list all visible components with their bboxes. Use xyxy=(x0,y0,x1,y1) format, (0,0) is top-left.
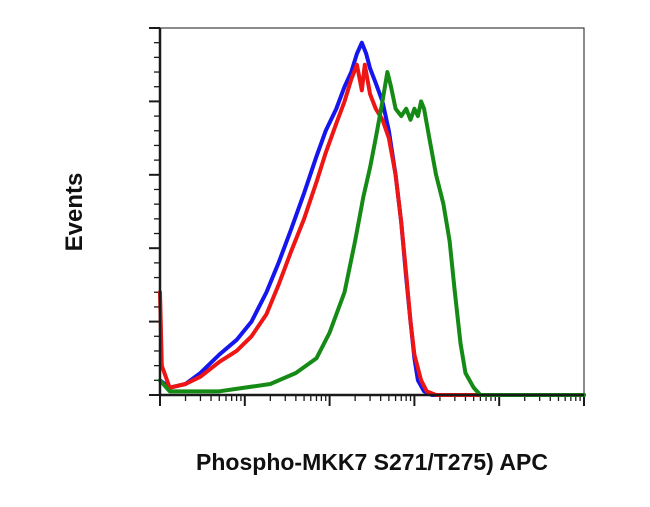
y-axis-label: Events xyxy=(61,173,88,252)
y-axis-ticks xyxy=(149,27,160,396)
histogram-series-line-2 xyxy=(158,62,586,397)
plot-frame xyxy=(159,27,585,396)
x-axis-label: Phospho-MKK7 S271/T275) APC xyxy=(196,449,548,475)
series-layer xyxy=(158,40,586,397)
histogram-series-line-3 xyxy=(158,70,586,397)
